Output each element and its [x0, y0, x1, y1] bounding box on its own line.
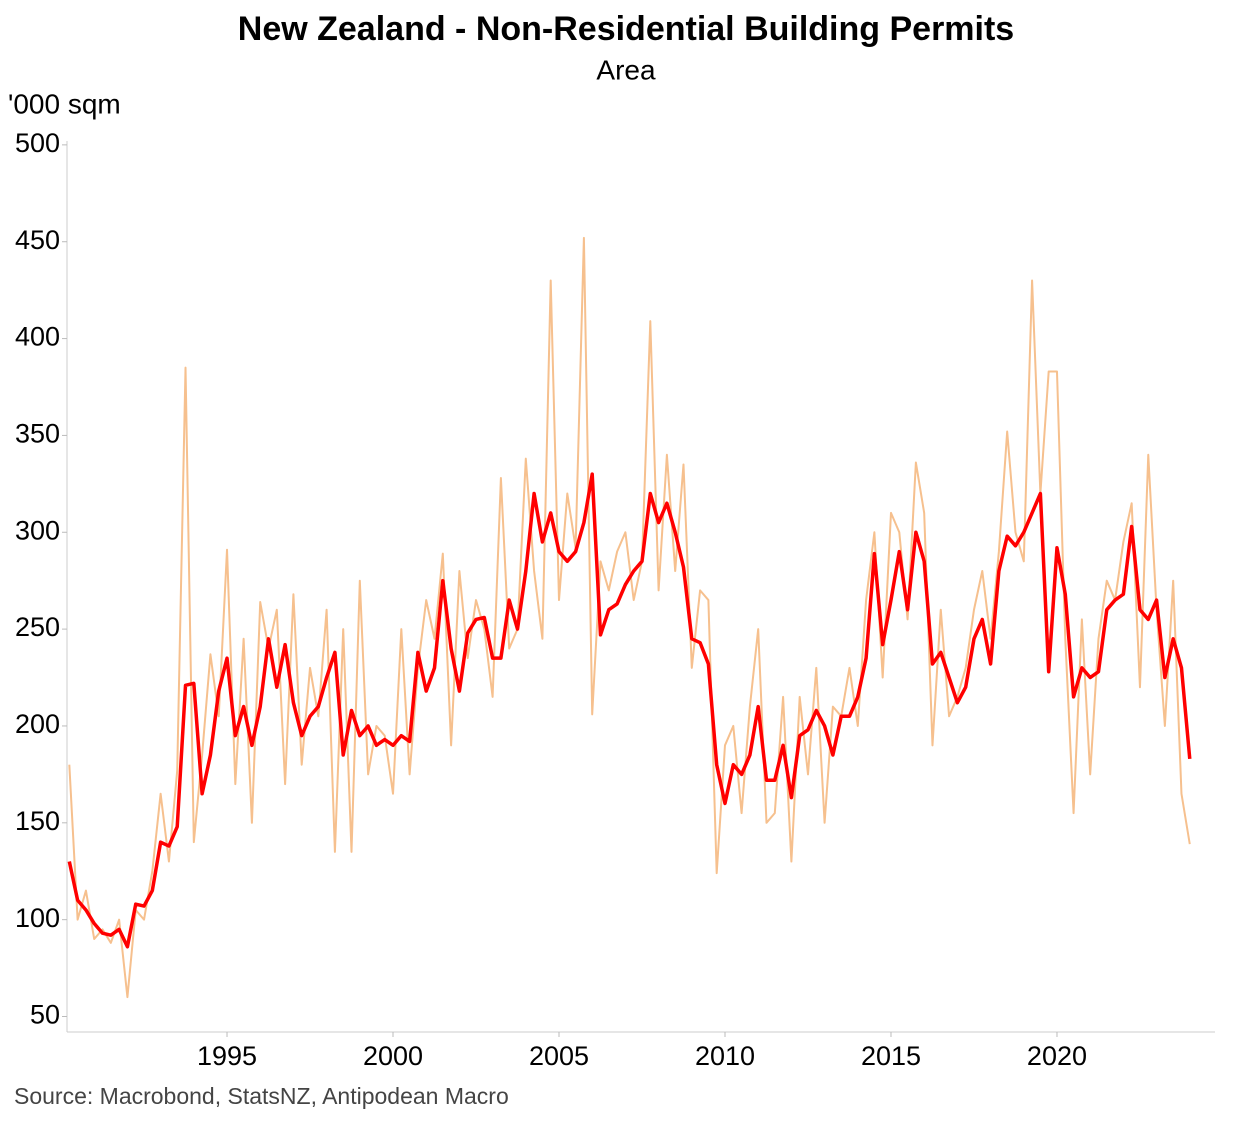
x-tick-label: 2010 — [695, 1041, 755, 1071]
y-tick-label: 200 — [15, 709, 60, 739]
y-tick-label: 400 — [15, 322, 60, 352]
chart-subtitle: Area — [596, 54, 656, 85]
x-tick-label: 2015 — [861, 1041, 921, 1071]
y-tick-label: 150 — [15, 806, 60, 836]
y-tick-label: 50 — [30, 1000, 60, 1030]
source-note: Source: Macrobond, StatsNZ, Antipodean M… — [14, 1083, 509, 1109]
series-line — [67, 472, 1192, 949]
x-tick-label: 1995 — [197, 1041, 257, 1071]
y-axis-label: '000 sqm — [8, 88, 121, 119]
x-tick-label: 2000 — [363, 1041, 423, 1071]
y-tick-label: 100 — [15, 903, 60, 933]
y-tick-label: 350 — [15, 419, 60, 449]
x-tick-label: 2005 — [529, 1041, 589, 1071]
y-tick-label: 300 — [15, 515, 60, 545]
series-line — [68, 236, 1191, 999]
y-tick-label: 450 — [15, 225, 60, 255]
chart-title: New Zealand - Non-Residential Building P… — [238, 10, 1014, 48]
x-tick-label: 2020 — [1027, 1041, 1087, 1071]
y-tick-label: 250 — [15, 612, 60, 642]
y-tick-label: 500 — [15, 128, 60, 158]
